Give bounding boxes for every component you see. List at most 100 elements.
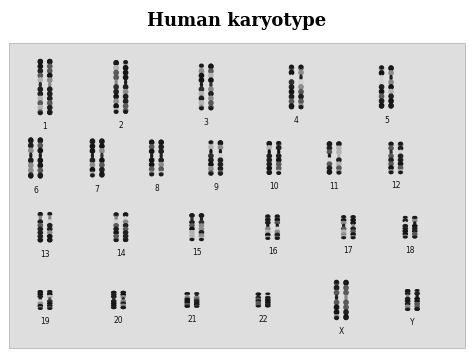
Ellipse shape xyxy=(275,218,279,221)
Ellipse shape xyxy=(209,141,213,143)
Ellipse shape xyxy=(190,220,194,224)
Ellipse shape xyxy=(398,146,402,150)
Ellipse shape xyxy=(415,297,419,300)
Ellipse shape xyxy=(28,138,33,143)
Ellipse shape xyxy=(327,158,331,162)
Ellipse shape xyxy=(406,290,410,291)
Ellipse shape xyxy=(277,172,281,174)
Ellipse shape xyxy=(398,162,402,166)
Ellipse shape xyxy=(111,300,116,302)
Ellipse shape xyxy=(149,171,154,176)
Ellipse shape xyxy=(267,154,271,158)
Ellipse shape xyxy=(218,145,223,149)
Ellipse shape xyxy=(38,240,42,242)
Ellipse shape xyxy=(121,296,125,298)
Ellipse shape xyxy=(100,139,104,144)
Ellipse shape xyxy=(38,101,43,105)
Ellipse shape xyxy=(121,300,125,302)
Ellipse shape xyxy=(341,230,346,233)
Ellipse shape xyxy=(403,219,407,222)
Ellipse shape xyxy=(114,70,118,75)
Ellipse shape xyxy=(210,149,212,154)
Ellipse shape xyxy=(28,163,33,168)
Ellipse shape xyxy=(381,76,383,80)
Ellipse shape xyxy=(150,173,154,176)
Text: 21: 21 xyxy=(187,315,197,324)
Ellipse shape xyxy=(28,143,33,148)
Ellipse shape xyxy=(267,158,271,162)
Ellipse shape xyxy=(201,217,202,220)
Ellipse shape xyxy=(276,170,281,174)
Ellipse shape xyxy=(256,293,260,294)
Ellipse shape xyxy=(334,280,338,285)
Ellipse shape xyxy=(342,216,346,218)
Ellipse shape xyxy=(275,221,279,224)
Ellipse shape xyxy=(38,59,42,62)
Ellipse shape xyxy=(268,150,270,154)
Ellipse shape xyxy=(338,154,340,158)
Ellipse shape xyxy=(190,214,194,216)
Ellipse shape xyxy=(47,295,52,297)
Text: 19: 19 xyxy=(40,317,50,326)
Ellipse shape xyxy=(114,239,118,241)
Ellipse shape xyxy=(124,61,128,64)
Ellipse shape xyxy=(265,304,270,305)
Ellipse shape xyxy=(90,172,94,177)
Ellipse shape xyxy=(199,73,203,78)
Ellipse shape xyxy=(91,174,94,177)
Ellipse shape xyxy=(38,168,43,173)
Ellipse shape xyxy=(48,213,52,215)
Ellipse shape xyxy=(276,162,281,166)
Ellipse shape xyxy=(267,172,271,174)
Ellipse shape xyxy=(328,171,331,174)
Ellipse shape xyxy=(389,105,393,108)
Ellipse shape xyxy=(123,85,128,89)
Ellipse shape xyxy=(403,233,407,235)
Ellipse shape xyxy=(47,307,52,309)
Ellipse shape xyxy=(299,65,303,70)
Ellipse shape xyxy=(186,295,188,296)
Ellipse shape xyxy=(398,158,402,162)
Ellipse shape xyxy=(114,66,118,70)
Ellipse shape xyxy=(121,304,125,306)
Ellipse shape xyxy=(341,227,346,230)
Ellipse shape xyxy=(190,234,194,237)
Ellipse shape xyxy=(47,302,52,305)
Ellipse shape xyxy=(266,306,270,307)
Ellipse shape xyxy=(403,217,407,219)
Ellipse shape xyxy=(194,302,199,304)
Ellipse shape xyxy=(398,154,402,158)
Ellipse shape xyxy=(114,238,118,241)
Text: 9: 9 xyxy=(213,183,218,192)
Ellipse shape xyxy=(28,148,33,153)
Text: Y: Y xyxy=(410,318,415,327)
FancyBboxPatch shape xyxy=(9,43,465,348)
Ellipse shape xyxy=(289,80,293,84)
Text: 16: 16 xyxy=(268,247,277,256)
Ellipse shape xyxy=(300,75,302,80)
Ellipse shape xyxy=(342,237,346,239)
Ellipse shape xyxy=(209,141,213,145)
Ellipse shape xyxy=(111,306,116,308)
Ellipse shape xyxy=(47,87,52,92)
Ellipse shape xyxy=(389,166,393,170)
Ellipse shape xyxy=(47,227,52,231)
Ellipse shape xyxy=(124,213,128,215)
Ellipse shape xyxy=(289,104,293,109)
Ellipse shape xyxy=(327,162,331,166)
Ellipse shape xyxy=(351,233,355,236)
Ellipse shape xyxy=(267,146,271,150)
Ellipse shape xyxy=(412,225,417,227)
Ellipse shape xyxy=(38,308,42,309)
Ellipse shape xyxy=(413,217,417,218)
Ellipse shape xyxy=(49,217,51,220)
Ellipse shape xyxy=(199,78,203,82)
Ellipse shape xyxy=(415,308,419,310)
Ellipse shape xyxy=(344,300,348,305)
Ellipse shape xyxy=(90,163,94,167)
Ellipse shape xyxy=(159,163,163,167)
Ellipse shape xyxy=(327,150,331,154)
Ellipse shape xyxy=(276,142,281,146)
Ellipse shape xyxy=(121,294,125,296)
Ellipse shape xyxy=(209,105,213,110)
